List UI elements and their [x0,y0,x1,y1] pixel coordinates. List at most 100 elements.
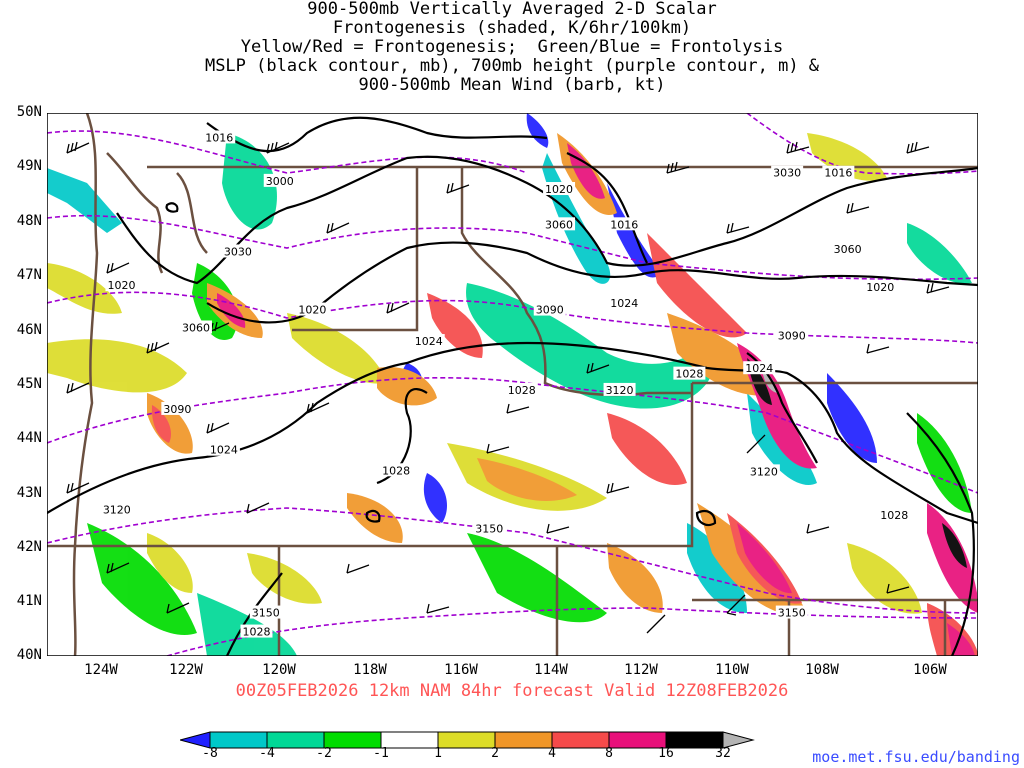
mslp-label: 1028 [878,507,911,522]
height-label: 3150 [775,605,808,620]
svg-text:1028: 1028 [880,509,908,522]
svg-text:1016: 1016 [824,167,852,180]
svg-text:1016: 1016 [610,218,638,231]
colorbar-tick-label: 1 [434,746,442,761]
lon-label: 124W [84,662,118,678]
colorbar-tick-label: -1 [373,746,389,761]
svg-text:1016: 1016 [205,131,233,144]
height-label: 3030 [221,244,254,258]
mslp-label: 1016 [608,217,641,231]
mslp-label: 1020 [543,182,576,196]
mslp-label: 1020 [864,279,897,294]
mslp-label: 1028 [380,463,413,477]
svg-text:3120: 3120 [750,465,778,478]
svg-text:3060: 3060 [545,218,573,231]
svg-text:3030: 3030 [224,245,252,258]
title-line-3: Yellow/Red = Frontogenesis; Green/Blue =… [240,37,784,57]
mslp-label: 1024 [743,361,776,375]
lon-label: 110W [715,662,749,678]
lat-label: 40N [16,647,42,663]
colorbar-tick-label: 16 [658,746,674,761]
height-label: 3090 [161,401,194,416]
colorbar-tick-label: 32 [715,746,731,761]
lat-label: 42N [16,539,42,555]
mslp-label: 1016 [203,130,236,144]
svg-text:3090: 3090 [778,330,806,343]
svg-text:1024: 1024 [210,444,238,457]
colorbar-tick-label: 4 [548,746,556,761]
svg-text:3150: 3150 [475,522,503,535]
mslp-label: 1028 [673,366,706,381]
mslp-label: 1020 [105,278,138,292]
svg-text:1024: 1024 [610,297,638,310]
height-label: 3150 [249,605,282,620]
height-label: 3060 [543,217,576,231]
mslp-label: 1024 [608,296,641,310]
mslp-label: 1024 [412,334,445,348]
svg-text:3000: 3000 [266,175,294,188]
svg-text:1028: 1028 [382,464,410,477]
mslp-label: 1028 [240,624,273,639]
svg-text:1024: 1024 [415,335,443,348]
lat-label: 50N [16,104,42,120]
lat-label: 49N [16,158,42,174]
svg-text:3090: 3090 [536,304,564,317]
forecast-map: 1016 1020 1016 1020 1020 1024 1020 1024 1028 1024… [47,113,978,656]
svg-text:1028: 1028 [508,384,536,397]
colorbar-tick-label: -2 [316,746,332,761]
lat-label: 48N [16,213,42,229]
height-label: 3120 [603,382,636,397]
mslp-label: 1028 [505,382,538,397]
svg-text:3120: 3120 [103,503,131,516]
height-label: 3030 [771,165,804,180]
svg-text:1020: 1020 [545,183,573,196]
svg-text:3090: 3090 [163,403,191,416]
lon-label: 112W [624,662,658,678]
svg-text:3150: 3150 [778,607,806,620]
political-borders [47,113,978,656]
svg-text:3120: 3120 [606,384,634,397]
height-label: 3150 [473,521,506,535]
svg-text:1020: 1020 [298,304,326,317]
height-label: 3000 [263,173,296,188]
lat-label: 41N [16,593,42,609]
lon-label: 106W [913,662,947,678]
colorbar-tick-label: 2 [491,746,499,761]
height-label: 3120 [747,464,780,478]
lat-label: 45N [16,376,42,392]
title-line-1: 900-500mb Vertically Averaged 2-D Scalar [307,0,717,19]
title-line-2: Frontogenesis (shaded, K/6hr/100km) [332,18,692,38]
svg-text:1020: 1020 [107,279,135,292]
lon-label: 118W [353,662,387,678]
svg-text:3150: 3150 [252,607,280,620]
height-label: 3090 [533,302,566,317]
credit-url[interactable]: moe.met.fsu.edu/banding [812,748,1020,766]
title-line-5: 900-500mb Mean Wind (barb, kt) [358,75,666,95]
colorbar-segment [722,731,755,749]
colorbar-tick-label: -8 [202,746,218,761]
colorbar-tick-label: 8 [605,746,613,761]
colorbar [180,731,755,749]
wind-barbs [66,141,950,634]
svg-text:3030: 3030 [773,167,801,180]
height-label: 3090 [775,328,808,343]
forecast-valid-line: 00Z05FEB2026 12km NAM 84hr forecast Vali… [235,681,789,701]
lon-label: 114W [534,662,568,678]
lat-label: 44N [16,430,42,446]
svg-text:1028: 1028 [242,626,270,639]
lat-label: 46N [16,322,42,338]
title-line-4: MSLP (black contour, mb), 700mb height (… [204,56,820,76]
lon-label: 108W [805,662,839,678]
lon-label: 120W [262,662,296,678]
mslp-label: 1024 [207,442,240,457]
svg-text:1020: 1020 [866,281,894,294]
colorbar-tick-label: -4 [259,746,275,761]
height-label: 3060 [179,320,212,334]
lat-label: 43N [16,485,42,501]
lon-label: 116W [444,662,478,678]
svg-text:1024: 1024 [745,362,773,375]
svg-text:3060: 3060 [834,243,862,256]
mslp-label: 1016 [822,165,855,180]
lon-label: 122W [169,662,203,678]
height-label: 3120 [100,502,133,516]
